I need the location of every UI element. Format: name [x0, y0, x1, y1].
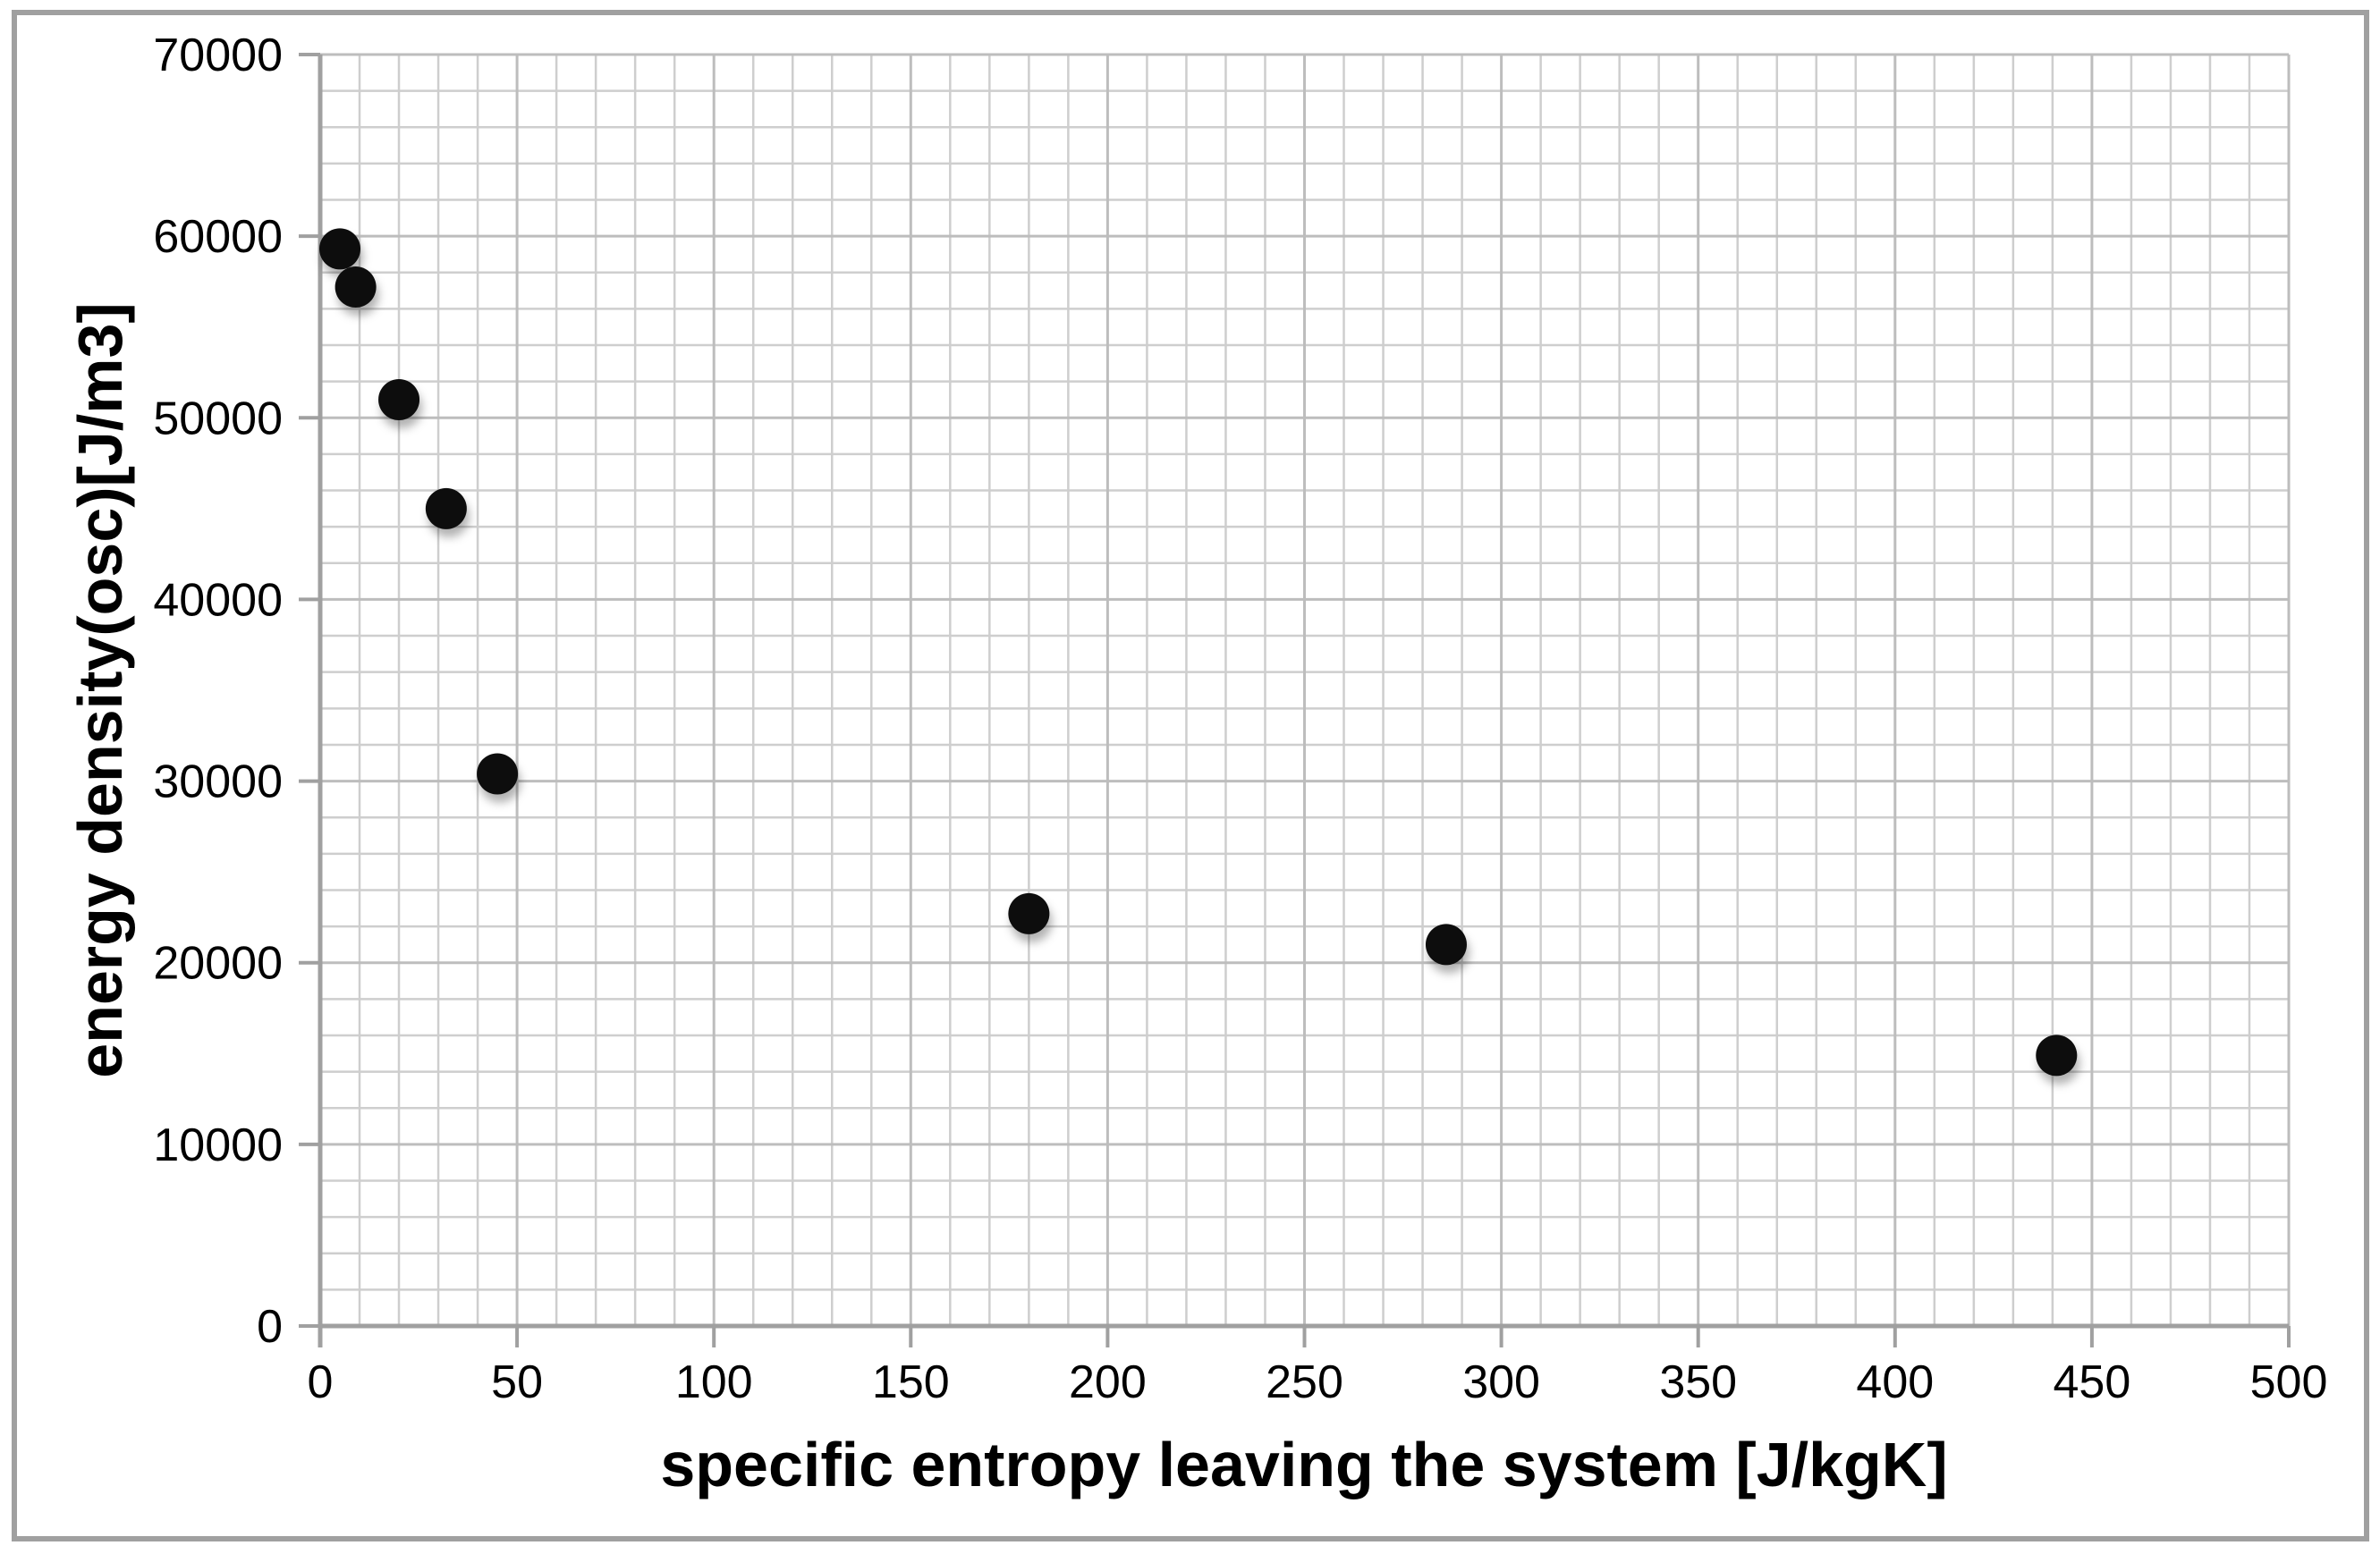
x-tick-label: 300	[1462, 1356, 1540, 1408]
y-tick-label: 60000	[153, 211, 283, 263]
data-point	[378, 378, 420, 420]
figure-border	[12, 10, 2369, 1541]
data-point	[319, 228, 361, 270]
y-tick-label: 0	[257, 1301, 283, 1353]
x-tick-labels: 0 50 100 150 200 250 300 350 400 450 500	[308, 1356, 2328, 1408]
x-tick-label: 200	[1069, 1356, 1147, 1408]
y-tick-label: 70000	[153, 30, 283, 81]
x-tick-label: 150	[872, 1356, 950, 1408]
y-tick-labels: 0 10000 20000 30000 40000 50000 60000 70000	[153, 30, 283, 1353]
x-tick-label: 250	[1266, 1356, 1343, 1408]
data-point	[425, 487, 467, 529]
x-tick-label: 50	[491, 1356, 543, 1408]
x-tick-label: 400	[1856, 1356, 1934, 1408]
y-tick-label: 10000	[153, 1119, 283, 1171]
major-gridlines	[318, 53, 2291, 1328]
y-axis-title: energy density(osc)[J/m3]	[65, 302, 135, 1077]
axes-and-ticks	[299, 53, 2291, 1347]
data-point	[2036, 1035, 2078, 1077]
y-tick-label: 50000	[153, 393, 283, 444]
x-tick-label: 350	[1659, 1356, 1737, 1408]
x-axis-title: specific entropy leaving the system [J/k…	[660, 1430, 1947, 1499]
data-point	[335, 266, 377, 308]
x-tick-label: 450	[2054, 1356, 2131, 1408]
x-tick-label: 100	[675, 1356, 753, 1408]
data-point	[1008, 892, 1050, 934]
y-tick-label: 40000	[153, 574, 283, 626]
data-point	[477, 753, 519, 795]
data-point	[1425, 924, 1467, 966]
data-point-series	[319, 228, 2078, 1077]
y-tick-label: 30000	[153, 756, 283, 808]
y-tick-label: 20000	[153, 938, 283, 990]
x-tick-label: 500	[2250, 1356, 2328, 1408]
x-tick-label: 0	[308, 1356, 334, 1408]
